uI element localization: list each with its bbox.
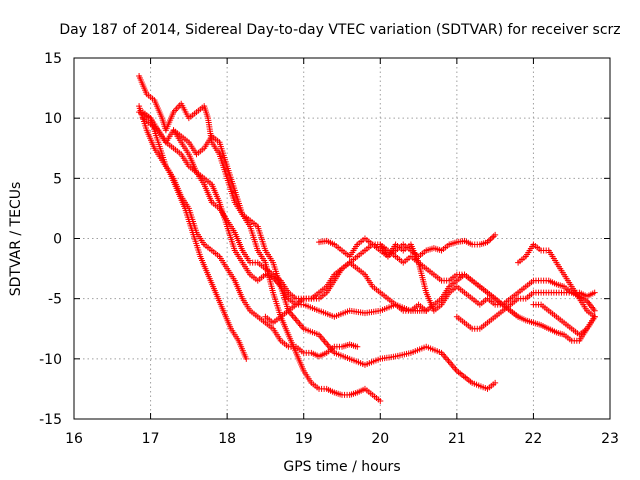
series-track-11 <box>453 289 598 332</box>
data-point <box>487 236 494 243</box>
data-point <box>489 234 496 241</box>
data-point <box>243 355 250 362</box>
series-track-6 <box>170 127 430 314</box>
series-track-5 <box>139 109 361 360</box>
y-tick-label: -10 <box>39 352 62 368</box>
y-tick-label: 0 <box>53 232 62 248</box>
data-point <box>492 231 499 238</box>
x-axis-label: GPS time / hours <box>283 459 400 475</box>
y-tick-label: -15 <box>39 412 62 428</box>
y-axis-label: SDTVAR / TECUs <box>8 182 24 297</box>
series-track-13 <box>530 301 598 338</box>
y-tick-label: 5 <box>53 171 62 187</box>
data-point <box>591 289 598 296</box>
axis-ticks: 16 17 18 19 20 21 22 23 15 10 5 0 -5 -10 -15 <box>39 51 619 447</box>
x-tick-label: 19 <box>295 431 313 447</box>
chart-title: Day 187 of 2014, Sidereal Day-to-day VTE… <box>59 22 620 38</box>
series-track-12 <box>515 241 598 320</box>
data-points <box>136 73 598 404</box>
x-tick-label: 17 <box>142 431 160 447</box>
data-point <box>354 343 361 350</box>
grid-lines <box>73 57 611 420</box>
y-tick-label: 15 <box>44 51 62 67</box>
x-tick-label: 22 <box>525 431 543 447</box>
data-point <box>492 379 499 386</box>
y-tick-label: 10 <box>44 111 62 127</box>
y-tick-label: -5 <box>48 292 62 308</box>
x-tick-label: 18 <box>218 431 236 447</box>
x-tick-label: 20 <box>371 431 389 447</box>
data-point <box>591 313 598 320</box>
x-tick-label: 21 <box>448 431 466 447</box>
x-tick-label: 16 <box>65 431 83 447</box>
data-point <box>490 233 497 240</box>
x-tick-label: 23 <box>601 431 619 447</box>
series-track-8 <box>316 231 499 260</box>
data-point <box>591 307 598 314</box>
data-point <box>377 397 384 404</box>
